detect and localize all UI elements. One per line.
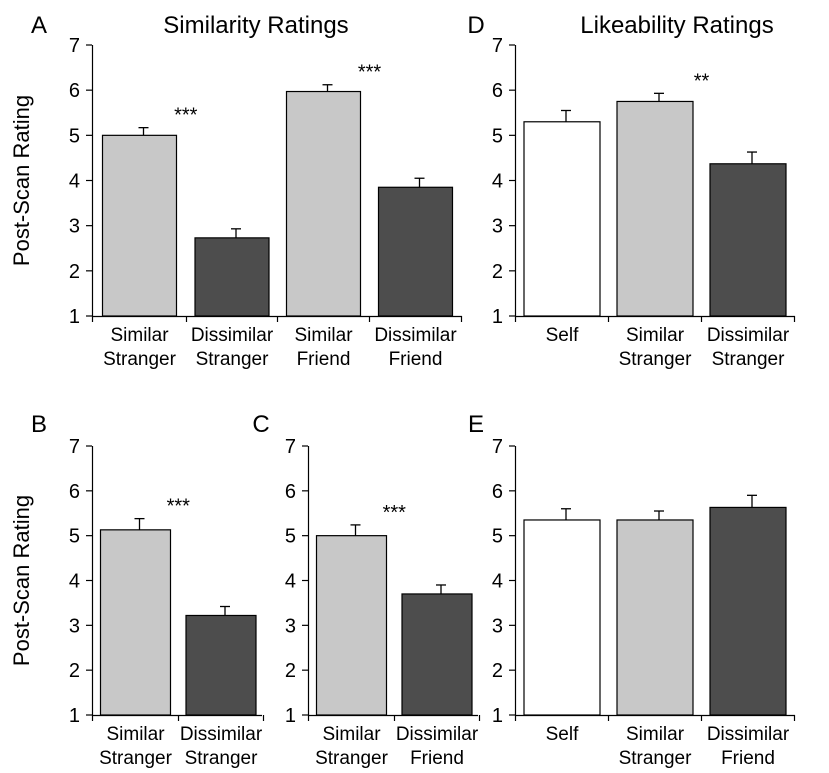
- panel-e-bar: [616, 519, 694, 716]
- panel-a: A 1 2 3 4 5 6 7 Post-Scan Rating Similar Stranger D…: [9, 12, 463, 370]
- panel-a-bar: [194, 237, 270, 317]
- panel-b-category-label: Dissimilar: [180, 724, 263, 745]
- panel-c-y-tick-label: 3: [285, 615, 296, 637]
- panel-a-letter: A: [31, 12, 47, 39]
- panel-e-y-tick-label: 2: [492, 660, 503, 682]
- panel-e-y-tick-label: 6: [492, 481, 503, 503]
- panel-e-category-label: Similar: [626, 724, 685, 745]
- panel-d-y-tick-label: 2: [492, 261, 503, 283]
- panel-d-y-tick-label: 5: [492, 125, 503, 147]
- panel-a-y-tick-label: 4: [69, 171, 80, 193]
- panel-a-category-label: Similar: [110, 325, 169, 346]
- panel-b: B 1 2 3 4 5 6 7 Post-Scan Rating Similar Stranger D…: [9, 411, 265, 769]
- panel-a-category-label: Stranger: [196, 349, 270, 370]
- panel-c-category-label: Similar: [322, 724, 381, 745]
- panel-a-bar: [101, 134, 178, 317]
- panel-c-category-label: Stranger: [315, 748, 389, 769]
- panel-e-category-label: Dissimilar: [707, 724, 790, 745]
- panel-d-y-tick-label: 1: [492, 306, 503, 328]
- panel-e-y-tick-label: 7: [492, 436, 503, 458]
- panel-e-y-tick-label: 5: [492, 526, 503, 548]
- panel-c-y-tick-label: 1: [285, 705, 296, 727]
- panel-e-bar: [709, 506, 787, 716]
- panel-d-y-tick-label: 7: [492, 35, 503, 57]
- panel-c-y-tick-label: 6: [285, 481, 296, 503]
- panel-d-significance: **: [694, 70, 710, 92]
- panel-a-y-tick-label: 1: [69, 306, 80, 328]
- panel-b-y-tick-label: 4: [69, 571, 80, 593]
- panel-b-category-label: Stranger: [99, 748, 173, 769]
- panel-c-bar: [401, 593, 473, 716]
- similarity-ratings-header: Similarity Ratings: [163, 12, 348, 39]
- panel-b-category-label: Similar: [106, 724, 165, 745]
- panel-d-category-label: Stranger: [712, 349, 786, 370]
- panel-b-significance: ***: [167, 496, 191, 518]
- panel-a-category-label: Stranger: [103, 349, 177, 370]
- panel-b-y-tick-label: 6: [69, 481, 80, 503]
- panel-a-y-tick-label: 2: [69, 261, 80, 283]
- panel-a-y-tick-label: 5: [69, 125, 80, 147]
- panel-e-category-label: Self: [546, 724, 579, 745]
- panel-c-y-tick-label: 5: [285, 526, 296, 548]
- panel-a-y-tick-label: 7: [69, 35, 80, 57]
- panel-e-category-label: Stranger: [619, 748, 693, 769]
- panel-b-y-tick-label: 1: [69, 705, 80, 727]
- panel-d-category-label: Dissimilar: [707, 325, 790, 346]
- panel-c-category-label: Friend: [410, 748, 464, 769]
- panel-a-significance: ***: [358, 62, 382, 84]
- panel-b-bar: [185, 614, 257, 716]
- panel-a-significance: ***: [174, 105, 198, 127]
- panel-a-category-label: Friend: [389, 349, 443, 370]
- panel-d-letter: D: [467, 12, 484, 39]
- panel-b-category-label: Stranger: [185, 748, 259, 769]
- panel-a-category-label: Dissimilar: [191, 325, 274, 346]
- panel-d-category-label: Self: [546, 325, 579, 346]
- panel-c-significance: ***: [383, 502, 407, 524]
- panel-c-y-tick-label: 2: [285, 660, 296, 682]
- panel-c-y-tick-label: 4: [285, 571, 296, 593]
- panel-c: C 1 2 3 4 5 6 7 Similar Stranger Dissimilar Friend *…: [252, 411, 481, 769]
- panel-c-category-label: Dissimilar: [396, 724, 479, 745]
- panel-a-bar: [377, 186, 454, 317]
- panel-b-y-tick-label: 5: [69, 526, 80, 548]
- panel-c-letter: C: [252, 411, 269, 438]
- likeability-ratings-header: Likeability Ratings: [580, 12, 773, 39]
- panel-e-y-tick-label: 4: [492, 571, 503, 593]
- panel-e-category-label: Friend: [721, 748, 775, 769]
- panel-e-y-tick-label: 1: [492, 705, 503, 727]
- panel-d-category-label: Similar: [626, 325, 685, 346]
- panel-e-bar: [523, 519, 601, 716]
- panel-d-category-label: Stranger: [619, 349, 693, 370]
- panel-a-y-tick-label: 6: [69, 80, 80, 102]
- panel-e-letter: E: [468, 411, 484, 438]
- panel-d-y-tick-label: 3: [492, 216, 503, 238]
- panel-d: D 1 2 3 4 5 6 7 Self Similar Stranger Dissimilar Str…: [467, 12, 796, 370]
- panel-a-y-tick-label: 3: [69, 216, 80, 238]
- panel-d-bar: [616, 100, 694, 317]
- panel-a-bar: [285, 90, 362, 317]
- panel-c-y-tick-label: 7: [285, 436, 296, 458]
- panel-b-y-tick-label: 3: [69, 615, 80, 637]
- panel-a-category-label: Dissimilar: [374, 325, 457, 346]
- panel-a-y-axis-title: Post-Scan Rating: [9, 95, 34, 266]
- panel-d-y-tick-label: 6: [492, 80, 503, 102]
- panel-b-y-tick-label: 7: [69, 436, 80, 458]
- panel-b-y-tick-label: 2: [69, 660, 80, 682]
- panel-b-y-axis-title: Post-Scan Rating: [9, 495, 34, 666]
- panel-c-bar: [315, 535, 388, 716]
- panel-e-y-tick-label: 3: [492, 615, 503, 637]
- panel-a-category-label: Friend: [297, 349, 351, 370]
- panel-b-bar: [99, 529, 172, 716]
- panel-d-bar: [709, 163, 787, 317]
- panel-d-bar: [523, 121, 601, 317]
- panel-d-y-tick-label: 4: [492, 171, 503, 193]
- panel-e: E 1 2 3 4 5 6 7 Self Similar Stranger Dissimilar Fri…: [468, 411, 796, 769]
- panel-b-letter: B: [31, 411, 47, 438]
- panel-a-category-label: Similar: [294, 325, 353, 346]
